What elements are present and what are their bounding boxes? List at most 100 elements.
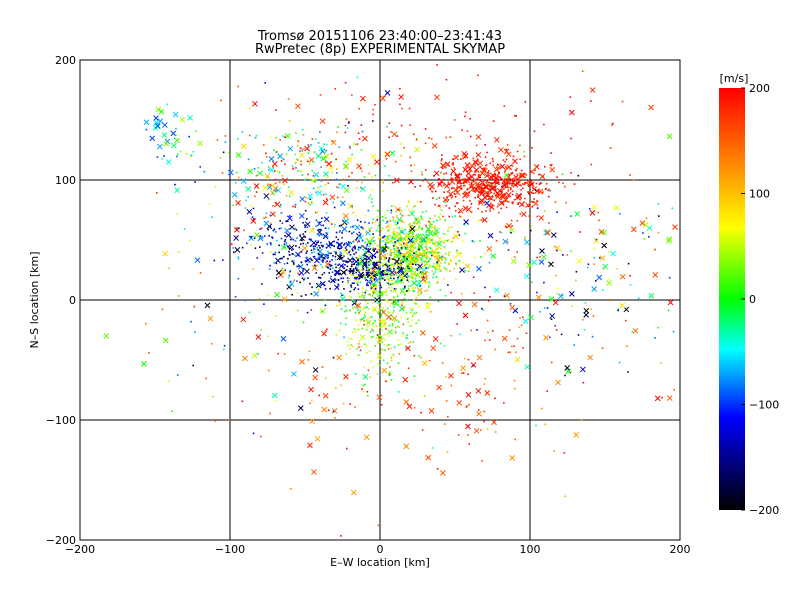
data-point xyxy=(546,390,549,392)
data-point xyxy=(435,242,437,245)
data-point xyxy=(405,312,408,314)
data-point xyxy=(267,335,269,338)
data-point xyxy=(391,263,393,266)
data-point xyxy=(379,326,382,329)
data-point xyxy=(375,285,377,288)
data-point xyxy=(301,150,304,152)
data-point xyxy=(511,172,514,174)
data-point xyxy=(312,245,315,248)
data-point xyxy=(347,279,350,282)
data-point-x xyxy=(468,183,475,190)
data-point-x xyxy=(242,355,248,362)
data-point xyxy=(378,264,381,267)
data-point xyxy=(379,267,381,270)
data-point xyxy=(415,260,417,263)
data-point xyxy=(280,237,283,240)
data-point xyxy=(427,237,430,240)
data-point xyxy=(413,252,415,255)
data-point xyxy=(342,277,345,280)
data-point xyxy=(322,193,325,196)
data-point xyxy=(426,289,429,291)
data-point xyxy=(477,174,480,177)
data-point xyxy=(431,447,434,449)
data-point-x xyxy=(436,240,443,247)
data-point xyxy=(509,182,512,185)
data-point-x xyxy=(475,183,482,189)
data-point-x xyxy=(380,309,387,316)
data-point-x xyxy=(360,186,366,192)
data-point xyxy=(418,220,420,223)
data-point xyxy=(348,230,351,233)
data-point-x xyxy=(271,392,278,399)
data-point xyxy=(351,94,353,96)
data-point xyxy=(383,258,386,260)
data-point xyxy=(371,240,373,243)
data-point xyxy=(386,220,389,223)
data-point xyxy=(295,228,298,231)
data-point xyxy=(362,228,365,231)
data-point xyxy=(407,367,410,370)
data-point xyxy=(356,241,359,243)
data-point xyxy=(336,304,338,307)
data-point xyxy=(371,244,374,246)
data-point xyxy=(660,362,662,364)
data-point xyxy=(413,273,415,276)
data-point xyxy=(305,260,308,262)
data-point xyxy=(385,299,387,301)
data-point xyxy=(347,241,350,243)
data-point xyxy=(394,273,397,276)
data-point-x xyxy=(194,257,201,264)
data-point xyxy=(357,274,360,276)
data-point xyxy=(177,295,180,297)
data-point xyxy=(410,164,412,167)
data-point-x xyxy=(630,226,637,233)
data-point xyxy=(431,250,434,253)
data-point xyxy=(363,313,366,316)
data-point xyxy=(311,286,313,289)
data-point-x xyxy=(433,170,440,177)
data-point xyxy=(302,267,305,270)
data-point-x xyxy=(307,442,313,449)
data-point xyxy=(352,225,355,227)
data-point xyxy=(393,205,396,207)
data-point xyxy=(430,250,433,252)
data-point xyxy=(408,288,410,290)
data-point xyxy=(361,318,364,321)
data-point xyxy=(365,345,368,347)
data-point xyxy=(411,225,414,227)
data-point-x xyxy=(433,227,440,234)
data-point xyxy=(486,151,488,154)
data-point xyxy=(416,253,418,256)
data-point xyxy=(406,290,408,292)
data-point xyxy=(474,190,476,193)
data-point xyxy=(288,254,291,256)
data-point-x xyxy=(359,334,366,341)
data-point xyxy=(400,343,402,346)
data-point xyxy=(631,330,634,333)
data-point-x xyxy=(275,257,281,264)
data-point xyxy=(505,206,508,209)
data-point xyxy=(500,231,503,234)
data-point xyxy=(509,302,512,305)
data-point-x xyxy=(399,273,406,280)
data-point xyxy=(431,190,433,193)
data-point xyxy=(451,240,454,243)
data-point-x xyxy=(465,391,472,398)
data-point xyxy=(405,242,408,244)
data-point xyxy=(193,305,196,308)
data-point xyxy=(513,379,516,382)
data-point xyxy=(470,329,473,332)
data-point xyxy=(499,189,502,192)
data-point xyxy=(418,224,420,227)
data-point-x xyxy=(491,419,497,426)
data-point xyxy=(442,241,445,244)
data-point xyxy=(503,402,505,404)
data-point-x xyxy=(475,134,482,140)
data-point xyxy=(205,377,208,380)
data-point xyxy=(255,134,258,137)
data-point xyxy=(279,257,282,260)
data-point xyxy=(395,331,397,334)
data-point xyxy=(364,241,366,244)
data-point xyxy=(376,333,378,336)
data-point xyxy=(462,261,465,264)
